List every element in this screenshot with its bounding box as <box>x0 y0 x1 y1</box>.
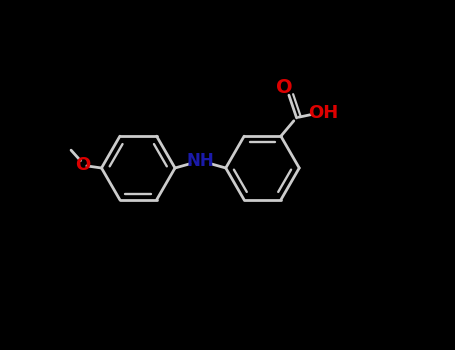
Text: NH: NH <box>187 152 214 170</box>
Text: O: O <box>276 78 293 97</box>
Text: OH: OH <box>308 104 338 122</box>
Text: O: O <box>75 156 90 174</box>
